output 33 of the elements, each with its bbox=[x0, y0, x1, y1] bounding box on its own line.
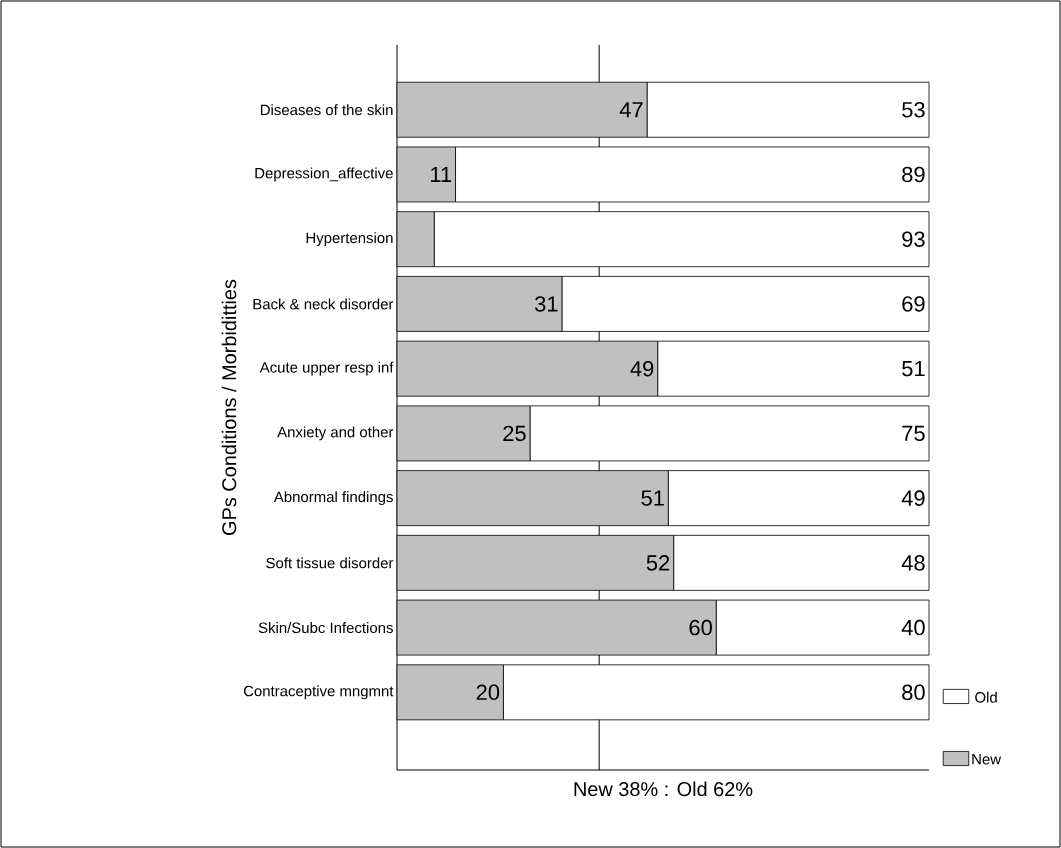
y-tick-label: Soft tissue disorder bbox=[266, 557, 394, 569]
y-tick-label: Abnormal findings bbox=[273, 491, 393, 506]
data-label: 52 bbox=[646, 555, 670, 571]
data-label: 60 bbox=[689, 619, 712, 636]
data-label: 93 bbox=[902, 231, 925, 247]
data-label: 48 bbox=[901, 555, 925, 571]
data-label: 31 bbox=[534, 296, 558, 312]
data-label: 20 bbox=[476, 684, 500, 701]
data-label: 75 bbox=[902, 425, 925, 442]
data-label: 47 bbox=[619, 102, 643, 118]
data-label: 51 bbox=[902, 361, 925, 377]
y-tick-label: Acute upper resp inf bbox=[259, 361, 394, 376]
y-axis-title: GPs Conditions / Morbiditties bbox=[221, 279, 237, 535]
legend-label: Old bbox=[975, 691, 997, 703]
data-label: 25 bbox=[503, 425, 526, 442]
y-tick-label: Depression_affective bbox=[255, 167, 393, 182]
legend-label: New bbox=[972, 754, 1002, 765]
y-tick-label: Hypertension bbox=[306, 232, 393, 247]
y-tick-label: Back & neck disorder bbox=[253, 298, 394, 310]
data-label: 80 bbox=[902, 684, 925, 701]
y-tick-label: Contraceptive mngmnt bbox=[243, 685, 394, 700]
y-tick-label: Skin/Subc Infections bbox=[258, 622, 393, 634]
data-label: 40 bbox=[901, 619, 925, 636]
data-label: 11 bbox=[431, 166, 452, 182]
y-tick-label: Diseases of the skin bbox=[260, 104, 393, 116]
data-label: 49 bbox=[630, 360, 654, 377]
data-label: 53 bbox=[902, 101, 925, 118]
data-label: 51 bbox=[641, 490, 664, 506]
data-label: 69 bbox=[902, 296, 925, 312]
data-label: 49 bbox=[901, 490, 925, 506]
data-label: 89 bbox=[902, 166, 925, 183]
y-tick-label: Anxiety and other bbox=[277, 426, 394, 441]
x-axis-title: New 38% : Old 62% bbox=[574, 781, 753, 797]
